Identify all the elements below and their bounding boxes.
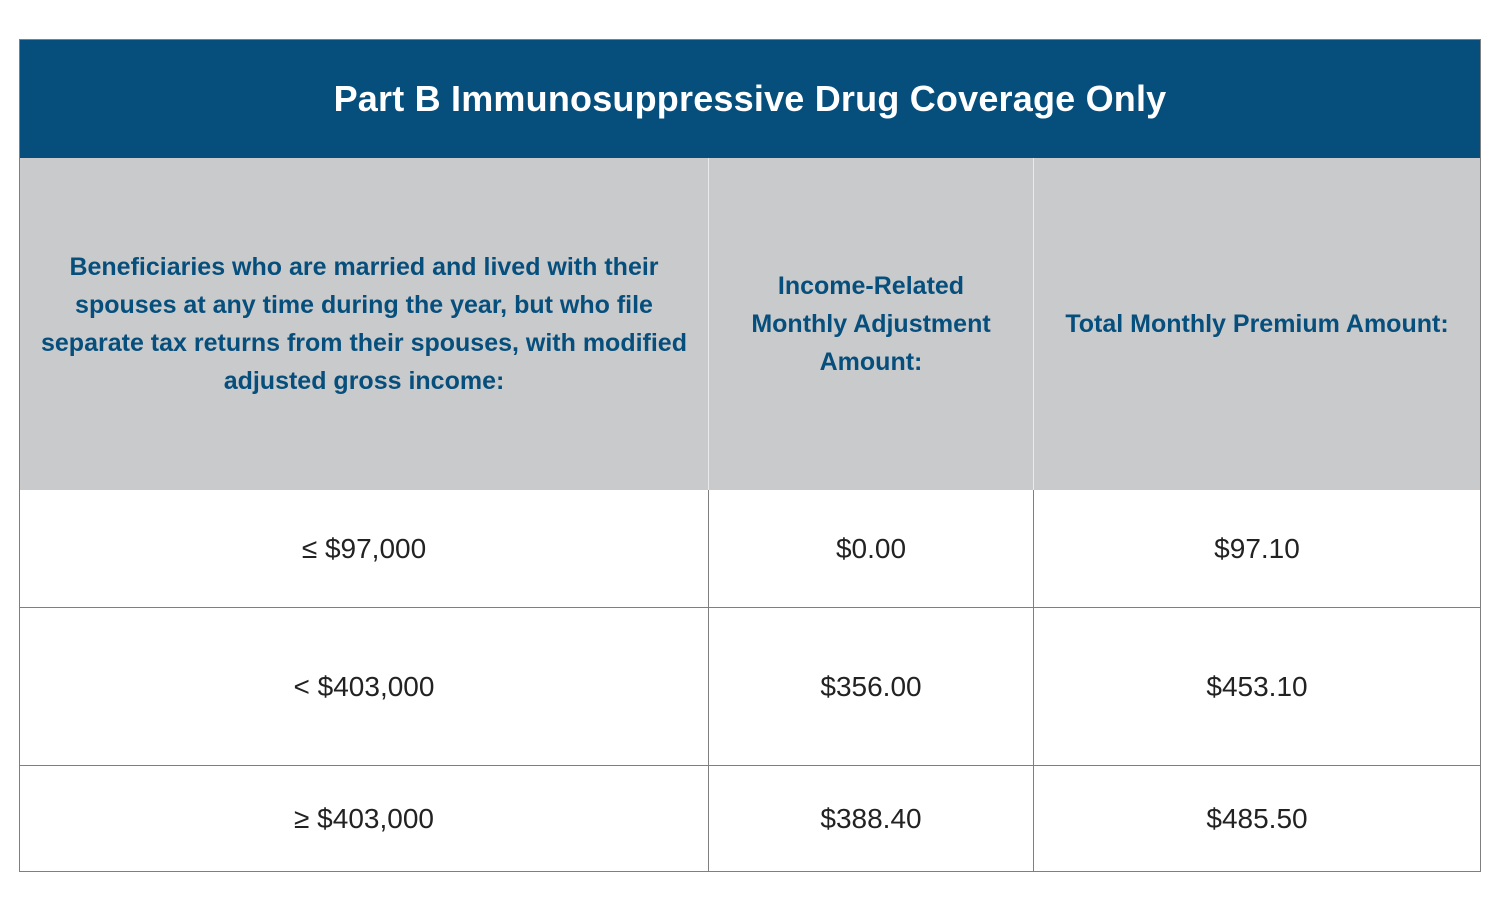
row-1-adjustment: $0.00: [708, 490, 1033, 608]
table-title: Part B Immunosuppressive Drug Coverage O…: [20, 40, 1480, 158]
header-premium-text: Total Monthly Premium Amount:: [1065, 310, 1449, 338]
header-income-text: Beneficiaries who are married and lived …: [41, 253, 687, 395]
premium-table: Part B Immunosuppressive Drug Coverage O…: [19, 39, 1481, 872]
header-premium: Total Monthly Premium Amount:: [1033, 158, 1480, 490]
header-adjustment-text: Income-Related Monthly Adjustment Amount…: [751, 272, 991, 376]
row-2-adjustment: $356.00: [708, 608, 1033, 766]
header-income: Beneficiaries who are married and lived …: [20, 158, 708, 490]
row-3-adjustment: $388.40: [708, 766, 1033, 871]
row-1-premium: $97.10: [1033, 490, 1480, 608]
header-adjustment: Income-Related Monthly Adjustment Amount…: [708, 158, 1033, 490]
table-grid: Beneficiaries who are married and lived …: [20, 158, 1480, 871]
row-3-premium: $485.50: [1033, 766, 1480, 871]
row-2-premium: $453.10: [1033, 608, 1480, 766]
row-1-income: ≤ $97,000: [20, 490, 708, 608]
row-3-income: ≥ $403,000: [294, 802, 434, 834]
row-2-income: < $403,000: [20, 608, 708, 766]
